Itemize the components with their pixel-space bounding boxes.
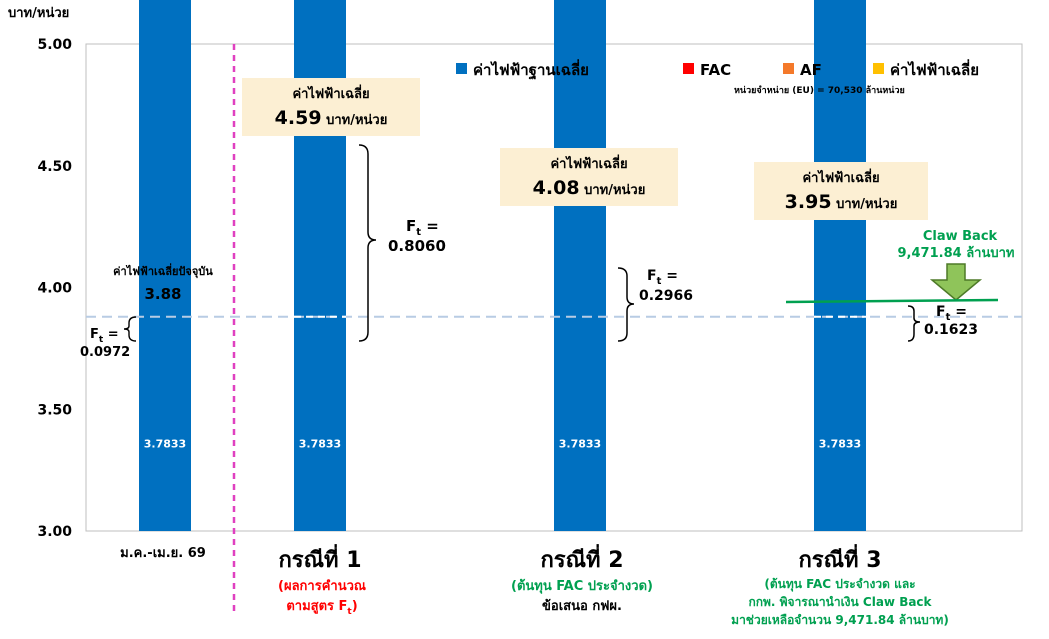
case2-sub-2: ข้อเสนอ กฟผ.	[542, 598, 622, 614]
ft-eq: =	[103, 327, 118, 342]
category-label-current: ม.ค.-เม.ย. 69	[120, 546, 206, 561]
svg-text:Ft =: Ft =	[90, 327, 119, 345]
legend-label-avg: ค่าไฟฟ้าเฉลี่ย	[890, 59, 979, 79]
brace	[907, 305, 921, 342]
legend-swatch-avg	[873, 63, 884, 74]
legend-swatch-fac	[683, 63, 694, 74]
legend-swatch-base	[456, 63, 467, 74]
ft-annotation-case1: Ft = 0.8060	[358, 144, 446, 342]
ft-f: F	[647, 268, 657, 284]
case1-sub-suffix: t	[347, 607, 352, 617]
avg-box-value: 4.59	[275, 107, 322, 129]
clawback-amount: 9,471.84 ล้านบาท	[898, 245, 1015, 261]
legend-label-base: ค่าไฟฟ้าฐานเฉลี่ย	[473, 59, 589, 80]
category-label-case3: กรณีที่ 3	[798, 543, 881, 573]
bar-base-0	[139, 0, 191, 531]
avg-box-title: ค่าไฟฟ้าเฉลี่ย	[292, 84, 369, 102]
y-tick-label: 5.00	[37, 37, 72, 53]
down-arrow-icon	[929, 263, 983, 301]
avg-box-value: 3.95	[785, 191, 832, 213]
svg-text:ตามสูตร Ft): ตามสูตร Ft)	[286, 599, 357, 617]
y-tick-label: 3.00	[37, 524, 72, 540]
avg-box-case3: ค่าไฟฟ้าเฉลี่ย 3.95 บาท/หน่วย	[754, 162, 928, 220]
ft-annotation-current: Ft = 0.0972	[80, 316, 137, 360]
legend: ค่าไฟฟ้าฐานเฉลี่ย FAC AF ค่าไฟฟ้าเฉลี่ย …	[456, 59, 979, 96]
ft-eq: =	[421, 217, 439, 235]
ft-f: F	[90, 327, 99, 342]
bar-value-label: 3.7833	[144, 437, 186, 450]
legend-swatch-af	[783, 63, 794, 74]
bar-value-label: 3.7833	[559, 437, 601, 450]
brace	[617, 267, 635, 342]
y-tick-label: 4.50	[37, 159, 72, 175]
category-label-case2: กรณีที่ 2	[540, 543, 623, 573]
svg-text:Ft =: Ft =	[406, 217, 439, 238]
ft-eq: =	[661, 268, 678, 284]
bar-base-2	[554, 0, 606, 531]
y-axis-label: บาท/หน่วย	[8, 6, 69, 21]
bar-value-label: 3.7833	[819, 437, 861, 450]
y-tick-label: 3.50	[37, 402, 72, 418]
case1-sub-2: ตามสูตร F	[286, 599, 347, 614]
bar-value-label: 3.7833	[299, 437, 341, 450]
ft-f: F	[406, 217, 416, 235]
category-label-case1: กรณีที่ 1	[278, 543, 361, 573]
svg-text:Ft =: Ft =	[647, 268, 678, 287]
avg-box-case1: ค่าไฟฟ้าเฉลี่ย 4.59 บาท/หน่วย	[242, 78, 420, 136]
legend-label-fac: FAC	[700, 61, 731, 79]
current-avg-value: 3.88	[144, 285, 181, 303]
y-tick-label: 4.00	[37, 281, 72, 297]
clawback-title: Claw Back	[923, 229, 998, 244]
ft-sub: t	[657, 276, 662, 287]
avg-box-value: 4.08	[533, 177, 580, 199]
ft-sub: t	[946, 312, 951, 323]
ft-sub: t	[416, 227, 421, 238]
case3-sub-3: มาช่วยเหลือจำนวน 9,471.84 ล้านบาท)	[731, 613, 949, 627]
avg-box-unit: บาท/หน่วย	[322, 113, 388, 128]
case3-sub-1: (ต้นทุน FAC ประจำงวด และ	[764, 577, 915, 592]
avg-box-case2: ค่าไฟฟ้าเฉลี่ย 4.08 บาท/หน่วย	[500, 148, 678, 206]
brace	[123, 316, 137, 342]
ft-value: 0.8060	[388, 237, 446, 255]
clawback-target-line	[785, 298, 999, 304]
svg-text:4.59 บาท/หน่วย: 4.59 บาท/หน่วย	[275, 107, 388, 129]
avg-box-title: ค่าไฟฟ้าเฉลี่ย	[802, 168, 879, 186]
bar-base-3	[814, 0, 866, 531]
svg-text:4.08 บาท/หน่วย: 4.08 บาท/หน่วย	[533, 177, 646, 199]
ft-value: 0.2966	[639, 288, 693, 304]
legend-label-af: AF	[800, 61, 822, 79]
brace	[358, 144, 377, 342]
avg-box-unit: บาท/หน่วย	[832, 197, 898, 212]
ft-value: 0.1623	[924, 322, 978, 338]
case1-sub-1: (ผลการคำนวณ	[278, 578, 366, 594]
ft-f: F	[936, 304, 946, 320]
current-avg-title: ค่าไฟฟ้าเฉลี่ยปัจจุบัน	[113, 263, 213, 279]
ft-eq: =	[950, 304, 967, 320]
case2-sub-1: (ต้นทุน FAC ประจำงวด)	[511, 578, 653, 594]
svg-text:Ft =: Ft =	[936, 304, 967, 323]
avg-box-title: ค่าไฟฟ้าเฉลี่ย	[550, 154, 627, 172]
ft-annotation-case3: Ft = 0.1623	[907, 304, 978, 342]
legend-note: หน่วยจำหน่าย (EU) = 70,530 ล้านหน่วย	[734, 85, 905, 96]
avg-box-unit: บาท/หน่วย	[580, 183, 646, 198]
case3-sub-2: กกพ. พิจารณานำเงิน Claw Back	[748, 595, 932, 609]
ft-value: 0.0972	[80, 345, 130, 360]
ft-sub: t	[99, 335, 104, 345]
ft-annotation-case2: Ft = 0.2966	[617, 267, 693, 342]
case1-sub-close: )	[352, 599, 358, 614]
svg-text:3.95 บาท/หน่วย: 3.95 บาท/หน่วย	[785, 191, 898, 213]
